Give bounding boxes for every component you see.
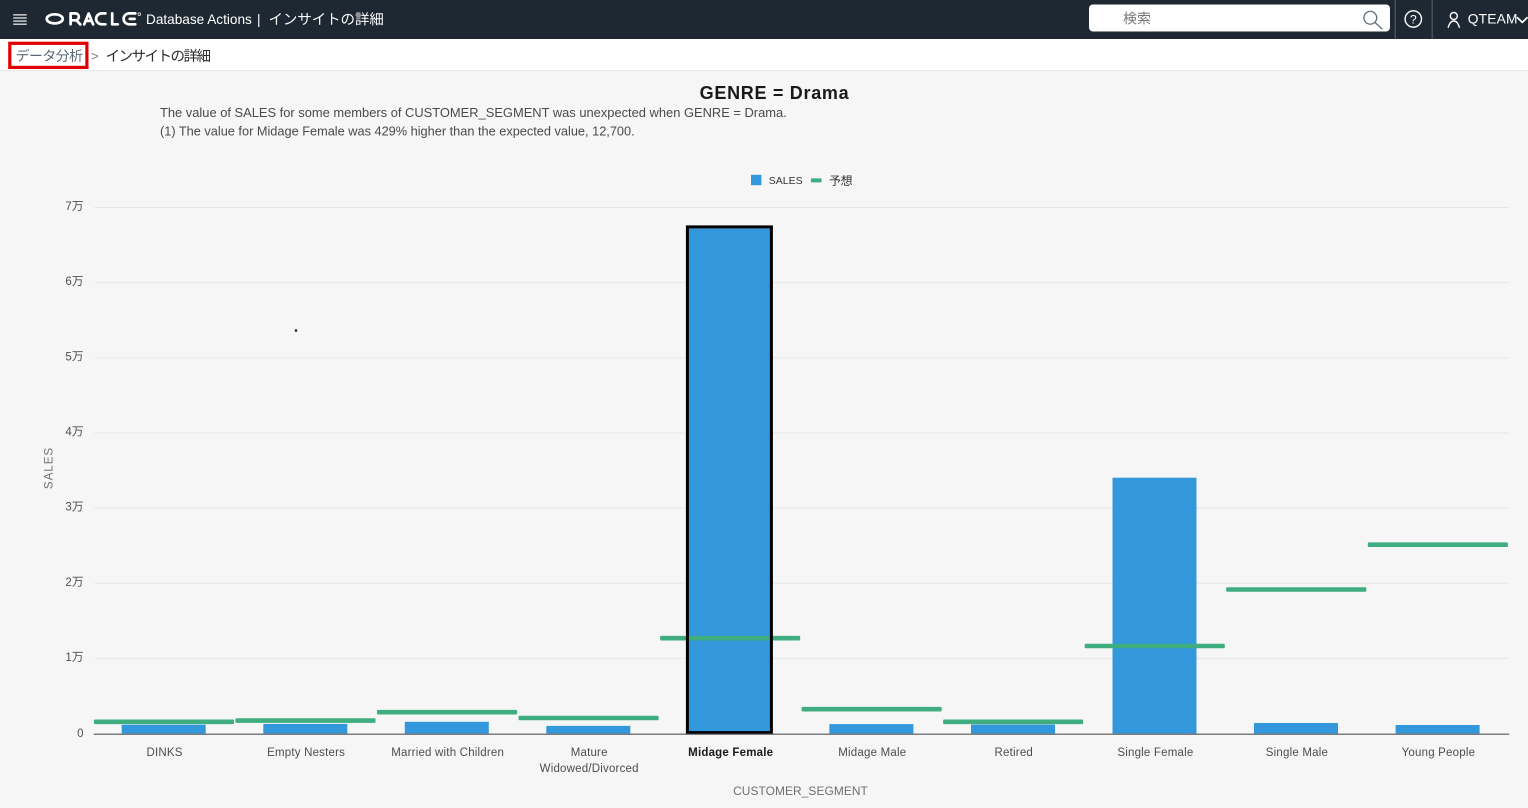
- svg-text:Single Male: Single Male: [1266, 747, 1328, 759]
- svg-text:4: 4: [65, 427, 72, 439]
- svg-text:3: 3: [65, 502, 71, 514]
- svg-text:Widowed/Divorced: Widowed/Divorced: [540, 763, 639, 775]
- svg-text:>: >: [91, 48, 99, 63]
- svg-text:SALES: SALES: [42, 447, 55, 489]
- svg-text:Database Actions: Database Actions: [146, 12, 252, 27]
- svg-text:Retired: Retired: [995, 747, 1033, 759]
- svg-text:Empty Nesters: Empty Nesters: [267, 747, 345, 759]
- svg-text:Single Female: Single Female: [1117, 747, 1193, 759]
- svg-text:2: 2: [65, 577, 71, 589]
- svg-text:CUSTOMER_SEGMENT: CUSTOMER_SEGMENT: [733, 784, 868, 798]
- svg-text:Midage Male: Midage Male: [838, 747, 906, 759]
- svg-text:SALES: SALES: [769, 175, 803, 187]
- svg-text:DINKS: DINKS: [147, 747, 183, 759]
- svg-text:|: |: [257, 12, 261, 27]
- svg-text:(1) The value for Midage Femal: (1) The value for Midage Female was 429%…: [160, 123, 635, 138]
- svg-text:Young People: Young People: [1402, 747, 1476, 759]
- svg-text:Midage Female: Midage Female: [688, 747, 773, 759]
- svg-text:QTEAM: QTEAM: [1468, 12, 1518, 27]
- svg-text:1: 1: [65, 652, 71, 664]
- svg-text:Mature: Mature: [571, 747, 608, 759]
- svg-text:?: ?: [1410, 12, 1417, 26]
- svg-text:6: 6: [65, 276, 71, 288]
- svg-text:Married with Children: Married with Children: [391, 747, 504, 759]
- svg-text:The value of SALES for some me: The value of SALES for some members of C…: [160, 105, 787, 120]
- svg-text:5: 5: [65, 351, 71, 363]
- svg-text:7: 7: [65, 201, 71, 213]
- svg-text:0: 0: [77, 728, 83, 740]
- svg-text:GENRE = Drama: GENRE = Drama: [700, 83, 850, 103]
